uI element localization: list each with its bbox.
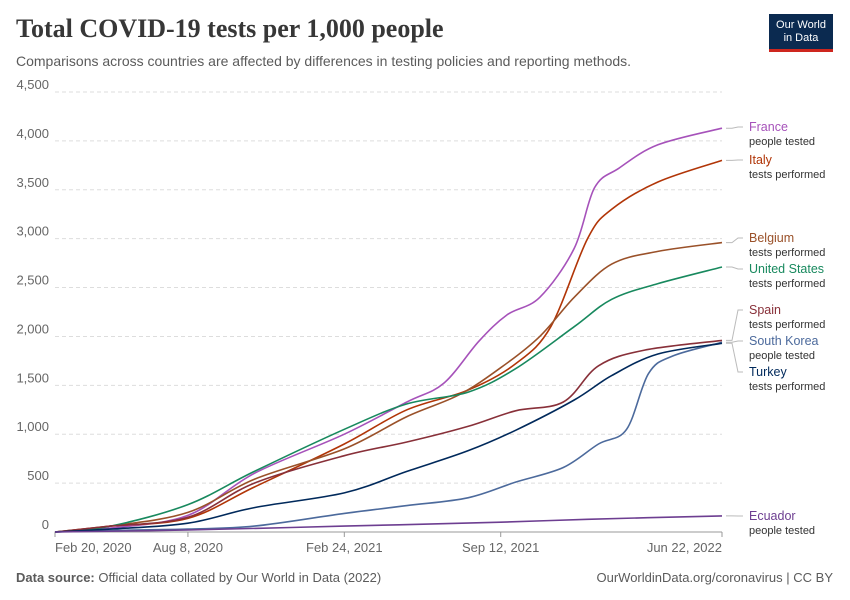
series-note: people tested	[749, 350, 815, 362]
series-note: tests performed	[749, 319, 825, 331]
x-tick-label: Sep 12, 2021	[462, 540, 539, 555]
series-labels: France people tested Italy tests performed B…	[726, 120, 825, 537]
series-label-spain: Spain	[749, 303, 781, 317]
series-line-turkey	[54, 342, 723, 533]
y-tick-label: 1,500	[16, 370, 49, 385]
y-tick-label: 2,500	[16, 273, 49, 288]
chart-title: Total COVID-19 tests per 1,000 people	[16, 14, 444, 43]
series-line-france	[54, 127, 723, 533]
y-tick-label: 0	[42, 517, 49, 532]
series-lines	[54, 127, 723, 533]
data-source-label: Data source:	[16, 570, 95, 585]
x-axis-ticks: Feb 20, 2020 Aug 8, 2020 Feb 24, 2021 Sep 1…	[54, 532, 723, 555]
series-label-italy: Italy	[749, 153, 773, 167]
x-tick-label: Feb 24, 2021	[306, 540, 383, 555]
x-tick-label: Jun 22, 2022	[647, 540, 722, 555]
series-note: people tested	[749, 525, 815, 537]
grid-lines	[55, 91, 722, 533]
series-line-italy	[54, 159, 723, 533]
footer-link[interactable]: OurWorldinData.org/coronavirus | CC BY	[596, 570, 833, 585]
series-line-ecuador	[54, 515, 723, 533]
label-connector	[726, 237, 743, 244]
label-connector	[726, 266, 743, 270]
x-tick-label: Feb 20, 2020	[55, 540, 132, 555]
series-note: tests performed	[749, 247, 825, 259]
series-line-south-korea	[54, 341, 723, 533]
y-axis-ticks: 0 500 1,000 1,500 2,000 2,500 3,000 3,500 4,000 4…	[16, 80, 49, 532]
label-connector	[726, 340, 743, 343]
label-connector	[726, 126, 743, 129]
series-note: tests performed	[749, 278, 825, 290]
logo-line-2: in Data	[783, 32, 819, 44]
label-connector	[726, 342, 743, 373]
series-line-united-states	[54, 266, 723, 533]
series-label-belgium: Belgium	[749, 231, 794, 245]
data-source: Data source: Official data collated by O…	[16, 570, 381, 585]
label-connector	[726, 309, 743, 341]
y-tick-label: 1,000	[16, 419, 49, 434]
series-note: people tested	[749, 136, 815, 148]
data-source-text: Official data collated by Our World in D…	[98, 570, 382, 585]
y-tick-label: 500	[27, 468, 49, 483]
series-label-ecuador: Ecuador	[749, 509, 796, 523]
y-tick-label: 3,500	[16, 175, 49, 190]
y-tick-label: 3,000	[16, 224, 49, 239]
series-label-turkey: Turkey	[749, 365, 787, 379]
chart-subtitle: Comparisons across countries are affecte…	[16, 53, 632, 69]
series-label-south-korea: South Korea	[749, 334, 819, 348]
series-line-spain	[54, 339, 723, 533]
series-note: tests performed	[749, 169, 825, 181]
x-tick-label: Aug 8, 2020	[153, 540, 223, 555]
y-tick-label: 2,000	[16, 321, 49, 336]
series-label-united-states: United States	[749, 262, 824, 276]
y-tick-label: 4,500	[16, 80, 49, 92]
series-line-belgium	[54, 241, 723, 533]
logo-line-1: Our World	[776, 19, 826, 31]
series-note: tests performed	[749, 381, 825, 393]
series-label-france: France	[749, 120, 788, 134]
owid-logo[interactable]: Our World in Data	[769, 14, 833, 52]
y-tick-label: 4,000	[16, 126, 49, 141]
line-chart: 0 500 1,000 1,500 2,000 2,500 3,000 3,500 4,000 4…	[16, 80, 825, 555]
